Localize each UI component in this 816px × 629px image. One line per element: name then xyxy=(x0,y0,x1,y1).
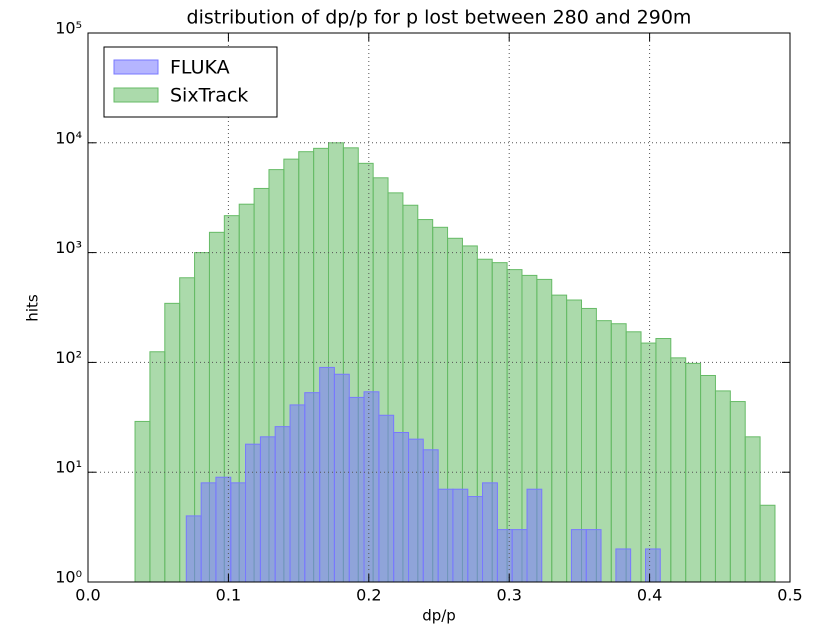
legend-swatch xyxy=(113,59,159,75)
x-tick-label: 0.4 xyxy=(637,586,662,605)
y-tick-label: 10⁵ xyxy=(55,19,82,38)
legend-label: FLUKA xyxy=(170,57,230,79)
bar xyxy=(670,357,687,583)
x-tick-label: 0.5 xyxy=(777,586,802,605)
y-axis-label: hits xyxy=(24,294,42,322)
bar xyxy=(585,529,602,583)
plot-frame xyxy=(87,32,791,583)
bar xyxy=(615,548,632,583)
bar xyxy=(551,294,568,583)
bar xyxy=(245,443,261,583)
bar xyxy=(511,529,528,583)
bar xyxy=(164,302,181,583)
y-tick-label: 10² xyxy=(55,348,82,367)
bar xyxy=(134,420,151,583)
bar xyxy=(393,431,410,583)
bar xyxy=(759,504,776,583)
x-axis-label: dp/p xyxy=(422,607,456,625)
x-tick-label: 0.3 xyxy=(496,586,521,605)
y-tick-label: 10⁴ xyxy=(55,128,82,147)
bar xyxy=(482,482,498,583)
bar xyxy=(363,391,380,583)
bar xyxy=(408,438,424,583)
y-tick-label: 10³ xyxy=(55,238,82,257)
bar xyxy=(467,496,484,583)
bar xyxy=(274,426,291,583)
bar xyxy=(526,488,543,583)
bar xyxy=(437,488,454,583)
chart-title: distribution of dp/p for p lost between … xyxy=(187,7,692,29)
bar xyxy=(685,362,702,583)
x-tick-label: 0.0 xyxy=(75,586,100,605)
bar xyxy=(422,449,439,583)
bar xyxy=(570,529,587,583)
x-tick-label: 0.1 xyxy=(216,586,241,605)
bar xyxy=(744,436,761,583)
y-tick-label: 10⁰ xyxy=(55,568,82,587)
y-tick-label: 10¹ xyxy=(55,458,82,477)
bar xyxy=(230,482,247,583)
bar xyxy=(348,396,365,583)
x-tick-label: 0.2 xyxy=(356,586,381,605)
bar xyxy=(700,374,716,583)
bar xyxy=(149,351,166,583)
bar xyxy=(625,331,642,583)
legend-swatch xyxy=(113,87,159,103)
bar xyxy=(640,342,657,583)
bar xyxy=(304,392,321,583)
bar xyxy=(200,482,217,583)
legend-label: SixTrack xyxy=(170,85,248,107)
bar xyxy=(714,390,731,583)
bar xyxy=(645,548,661,583)
bar xyxy=(452,488,469,583)
bar xyxy=(185,515,202,583)
bar xyxy=(655,338,672,583)
bar xyxy=(610,323,627,583)
bar xyxy=(729,401,746,583)
bar xyxy=(496,529,513,583)
bar xyxy=(319,366,335,583)
bar xyxy=(378,414,395,583)
bar xyxy=(333,373,350,583)
legend-box xyxy=(103,46,278,118)
bar xyxy=(259,436,276,583)
bar xyxy=(289,404,306,583)
